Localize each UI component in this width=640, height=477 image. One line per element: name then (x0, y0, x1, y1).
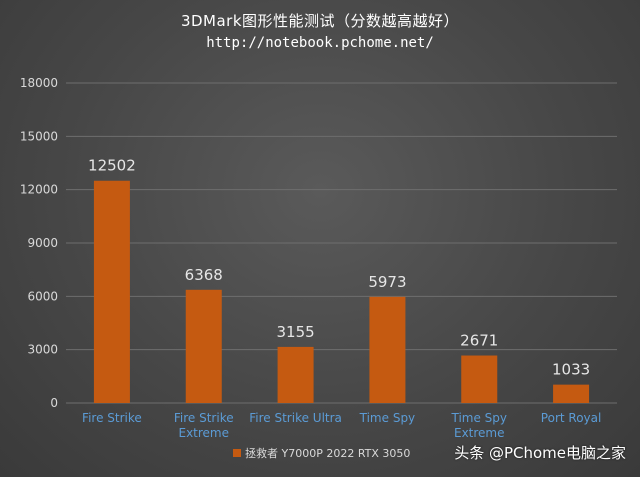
x-tick-label: Fire Strike (82, 411, 142, 425)
chart-subtitle: http://notebook.pchome.net/ (206, 35, 434, 51)
chart-title: 3DMark图形性能测试（分数越高越好） (180, 12, 460, 30)
value-label: 1033 (552, 361, 590, 379)
x-tick-label: Extreme (454, 426, 505, 440)
value-label: 5973 (368, 273, 406, 291)
x-tick-label: Time Spy (450, 411, 507, 425)
x-tick-label: Port Royal (541, 411, 602, 425)
x-tick-label: Fire Strike (174, 411, 234, 425)
value-label: 6368 (185, 266, 223, 284)
bar (185, 289, 222, 403)
y-tick-label: 0 (50, 396, 58, 410)
bar (553, 384, 590, 403)
y-tick-label: 6000 (27, 289, 58, 303)
bar (369, 296, 406, 403)
x-tick-label: Time Spy (359, 411, 416, 425)
y-tick-label: 18000 (20, 76, 58, 90)
bar (277, 346, 314, 403)
y-tick-label: 15000 (20, 129, 58, 143)
y-tick-label: 3000 (27, 343, 58, 357)
legend-label: 拯救者 Y7000P 2022 RTX 3050 (245, 446, 410, 460)
legend-swatch (233, 449, 241, 457)
bar (461, 355, 498, 403)
value-label: 12502 (88, 157, 136, 175)
y-tick-label: 9000 (27, 236, 58, 250)
value-label: 3155 (276, 323, 314, 341)
y-tick-label: 12000 (20, 183, 58, 197)
x-tick-label: Fire Strike Ultra (249, 411, 342, 425)
watermark: 头条 @PChome电脑之家 (454, 444, 626, 462)
value-label: 2671 (460, 332, 498, 350)
bar (93, 180, 130, 403)
x-tick-label: Extreme (178, 426, 229, 440)
